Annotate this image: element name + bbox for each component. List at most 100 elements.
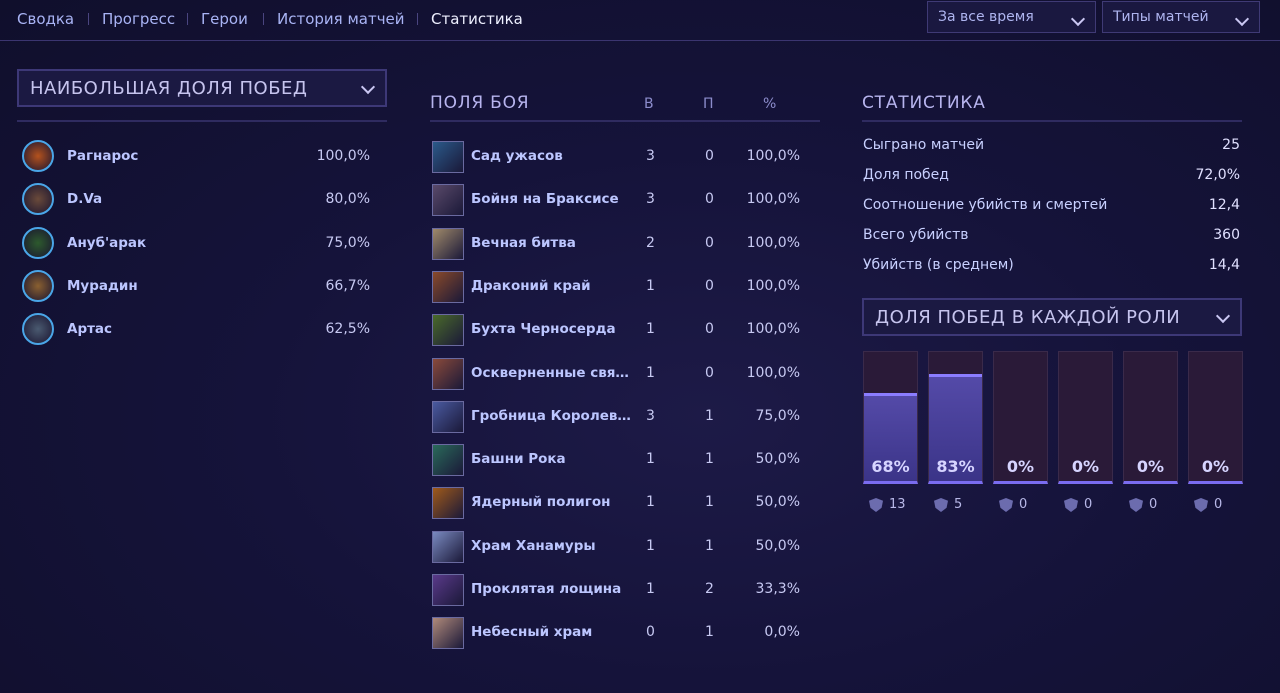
hero-sort-dropdown[interactable]: НАИБОЛЬШАЯ ДОЛЯ ПОБЕД: [17, 69, 387, 107]
separator: [263, 13, 264, 25]
top-nav: Сводка Прогресс Герои История матчей Статист…: [0, 0, 1280, 41]
losses: 1: [705, 537, 714, 554]
winrate: 50,0%: [755, 451, 800, 468]
battleground-icon: [432, 487, 464, 520]
winrate: 0,0%: [764, 624, 800, 641]
stat-label: Всего убийств: [863, 227, 969, 243]
separator: [417, 13, 418, 25]
hero-avatar: [22, 313, 54, 346]
winrate: 100,0%: [746, 191, 800, 208]
hero-winrate: 75,0%: [325, 234, 370, 251]
stat-value: 360: [1213, 227, 1240, 243]
losses: 0: [705, 321, 714, 338]
role-winrate-label: 83%: [936, 457, 975, 476]
nav-tab[interactable]: Статистика: [431, 10, 523, 28]
wins: 1: [646, 494, 655, 511]
hero-name: D.Va: [67, 191, 103, 208]
hero-avatar: [22, 183, 54, 216]
nav-tab[interactable]: Прогресс: [102, 10, 176, 28]
battleground-name: Небесный храм: [471, 624, 593, 641]
losses: 1: [705, 624, 714, 641]
role-games: 0: [1084, 497, 1093, 512]
battleground-name: Бойня на Браксисе: [471, 191, 619, 208]
battleground-icon: [432, 227, 464, 260]
losses: 1: [705, 451, 714, 468]
stat-value: 14,4: [1208, 257, 1240, 273]
role-bar-track: [993, 351, 1048, 484]
role-games: 13: [889, 497, 906, 512]
role-games: 0: [1019, 497, 1028, 512]
nav-tab[interactable]: Герои: [201, 10, 248, 28]
wins: 1: [646, 277, 655, 294]
wins: 2: [646, 234, 655, 251]
winrate: 100,0%: [746, 234, 800, 251]
role-icon: [999, 498, 1013, 512]
winrate: 50,0%: [755, 494, 800, 511]
column-header: П: [703, 96, 714, 112]
stat-value: 12,4: [1208, 197, 1240, 213]
winrate: 50,0%: [755, 537, 800, 554]
role-winrate-label: 0%: [1136, 457, 1165, 476]
battleground-name: Оскверненные свя…: [471, 364, 629, 381]
hero-winrate: 80,0%: [325, 191, 370, 208]
battleground-name: Храм Ханамуры: [471, 537, 596, 554]
separator: [187, 13, 188, 25]
nav-tab[interactable]: История матчей: [277, 10, 405, 28]
hero-avatar: [22, 140, 54, 172]
wins: 1: [646, 537, 655, 554]
role-games: 0: [1214, 497, 1223, 512]
role-winrate-label: 0%: [1071, 457, 1100, 476]
filter-text: Типы матчей: [1113, 9, 1209, 25]
role-bar-track: [1123, 351, 1178, 484]
losses: 1: [705, 494, 714, 511]
battleground-name: Сад ужасов: [471, 148, 563, 164]
role-bar: [929, 373, 982, 481]
battleground-name: Проклятая лощина: [471, 581, 622, 597]
battleground-icon: [432, 400, 464, 433]
column-header: %: [763, 96, 777, 112]
filter-text: За все время: [938, 9, 1034, 25]
role-icon: [869, 498, 883, 512]
winrate: 100,0%: [746, 148, 800, 164]
column-header: В: [644, 96, 654, 112]
battleground-name: Драконий край: [471, 277, 591, 294]
wins: 1: [646, 581, 655, 597]
battleground-name: Ядерный полигон: [471, 494, 611, 511]
winrate: 75,0%: [755, 407, 800, 424]
battleground-icon: [432, 530, 464, 563]
losses: 2: [705, 581, 714, 597]
stat-value: 72,0%: [1195, 167, 1240, 183]
wins: 3: [646, 407, 655, 424]
hero-winrate: 62,5%: [325, 321, 370, 338]
nav-tab[interactable]: Сводка: [17, 10, 75, 28]
stat-label: Убийств (в среднем): [863, 257, 1014, 273]
winrate: 100,0%: [746, 364, 800, 381]
stat-value: 25: [1222, 137, 1240, 153]
role-games: 5: [954, 497, 963, 512]
battleground-icon: [432, 184, 464, 217]
role-icon: [1129, 498, 1143, 512]
winrate: 33,3%: [755, 581, 800, 597]
section-title: СТАТИСТИКА: [862, 93, 986, 113]
role-dropdown[interactable]: ДОЛЯ ПОБЕД В КАЖДОЙ РОЛИ: [862, 298, 1242, 336]
wins: 3: [646, 148, 655, 164]
separator: [88, 13, 89, 25]
role-bar: [864, 393, 917, 481]
winrate: 100,0%: [746, 321, 800, 338]
battleground-icon: [432, 270, 464, 303]
battleground-icon: [432, 357, 464, 390]
role-bar-track: [928, 351, 983, 484]
hero-avatar: [22, 269, 54, 302]
battleground-name: Бухта Черносерда: [471, 321, 616, 338]
losses: 0: [705, 191, 714, 208]
wins: 0: [646, 624, 655, 641]
hero-name: Мурадин: [67, 277, 138, 294]
role-winrate-label: 68%: [871, 457, 910, 476]
role-icon: [1194, 498, 1208, 512]
hero-name: Рагнарос: [67, 148, 139, 164]
battleground-icon: [432, 314, 464, 347]
role-bar-track: [863, 351, 918, 484]
filter-dropdown[interactable]: За все время: [927, 1, 1096, 33]
filter-dropdown[interactable]: Типы матчей: [1102, 1, 1260, 33]
winrate: 100,0%: [746, 277, 800, 294]
